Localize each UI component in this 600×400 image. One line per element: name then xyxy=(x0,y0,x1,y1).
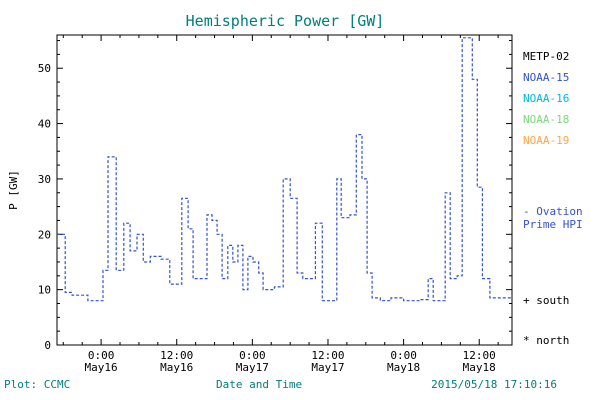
x-tick-date: May16 xyxy=(85,361,118,374)
plot-frame xyxy=(56,34,513,346)
legend-item-noaa-19: NOAA-19 xyxy=(523,134,570,147)
plot-timestamp: 2015/05/18 17:10:16 xyxy=(431,378,557,391)
x-tick-date: May16 xyxy=(160,361,193,374)
x-tick-time: 0:00 xyxy=(390,349,417,362)
chart-title: Hemispheric Power [GW] xyxy=(185,12,385,30)
y-tick-label: 0 xyxy=(44,339,51,352)
legend-marker-south: + south xyxy=(523,294,570,307)
legend-item-metp-02: METP-02 xyxy=(523,50,570,63)
y-tick-label: 20 xyxy=(38,228,51,241)
x-tick-time: 12:00 xyxy=(160,349,193,362)
y-tick-label: 50 xyxy=(38,62,51,75)
hpi-step-line xyxy=(57,37,512,302)
legend-item-noaa-16: NOAA-16 xyxy=(523,92,570,105)
legend-marker-north: * north xyxy=(523,334,570,347)
y-axis-title: P [GW] xyxy=(7,170,20,210)
x-tick-date: May18 xyxy=(463,361,496,374)
legend-item-noaa-15: NOAA-15 xyxy=(523,71,570,84)
x-tick-date: May18 xyxy=(387,361,420,374)
x-tick-time: 12:00 xyxy=(463,349,496,362)
x-tick-date: May17 xyxy=(236,361,269,374)
legend-item-noaa-18: NOAA-18 xyxy=(523,113,570,126)
plot-credit: Plot: CCMC xyxy=(4,378,71,391)
legend-item-ovation-prime-hpi: - Ovation Prime HPI xyxy=(523,205,583,231)
x-tick-time: 0:00 xyxy=(239,349,266,362)
y-tick-label: 10 xyxy=(38,284,51,297)
y-tick-label: 40 xyxy=(38,118,51,131)
x-tick-time: 0:00 xyxy=(88,349,115,362)
y-tick-label: 30 xyxy=(38,173,51,186)
x-tick-time: 12:00 xyxy=(311,349,344,362)
x-axis-title: Date and Time xyxy=(216,378,303,391)
x-tick-date: May17 xyxy=(311,361,344,374)
